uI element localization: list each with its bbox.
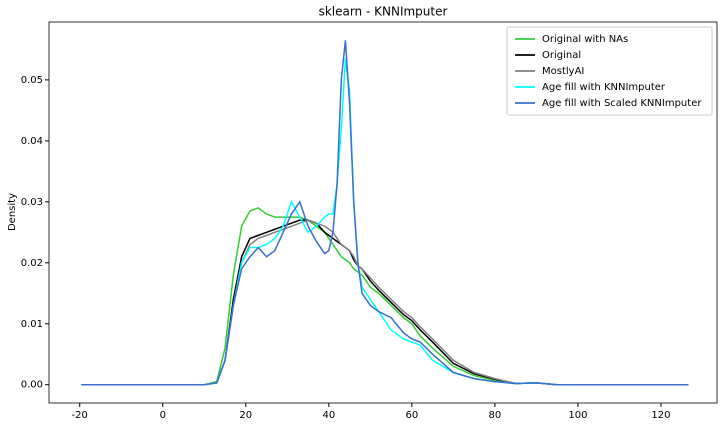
y-tick-label: 0.05 xyxy=(21,75,43,86)
legend-label: Age fill with Scaled KNNImputer xyxy=(542,98,702,109)
y-tick-label: 0.02 xyxy=(21,258,43,269)
y-tick-label: 0.00 xyxy=(21,380,43,391)
x-tick-label: 0 xyxy=(160,410,166,421)
chart-title: sklearn - KNNImputer xyxy=(319,5,448,19)
legend-label: Original with NAs xyxy=(542,34,628,45)
x-tick-label: 120 xyxy=(651,410,670,421)
plot-frame xyxy=(48,21,718,404)
x-tick-label: 20 xyxy=(239,410,252,421)
legend-label: Original xyxy=(542,50,581,61)
x-tick-label: 40 xyxy=(322,410,335,421)
line-series xyxy=(81,58,689,386)
y-axis-label: Density xyxy=(7,193,18,231)
line-series xyxy=(81,40,689,386)
x-tick-label: 100 xyxy=(568,410,587,421)
line-series xyxy=(81,219,689,386)
legend-label: Age fill with KNNImputer xyxy=(542,82,666,93)
line-series xyxy=(81,207,689,386)
x-tick-label: 60 xyxy=(405,410,418,421)
y-tick-label: 0.04 xyxy=(21,136,43,147)
y-tick-label: 0.03 xyxy=(21,197,43,208)
x-tick-label: 80 xyxy=(489,410,502,421)
legend-label: MostlyAI xyxy=(542,66,584,77)
x-tick-label: -20 xyxy=(72,410,88,421)
legend-box xyxy=(506,26,713,116)
y-tick-label: 0.01 xyxy=(21,319,43,330)
line-series xyxy=(81,219,689,386)
legend: Original with NAs Original MostlyAI Age fil… xyxy=(506,26,713,116)
